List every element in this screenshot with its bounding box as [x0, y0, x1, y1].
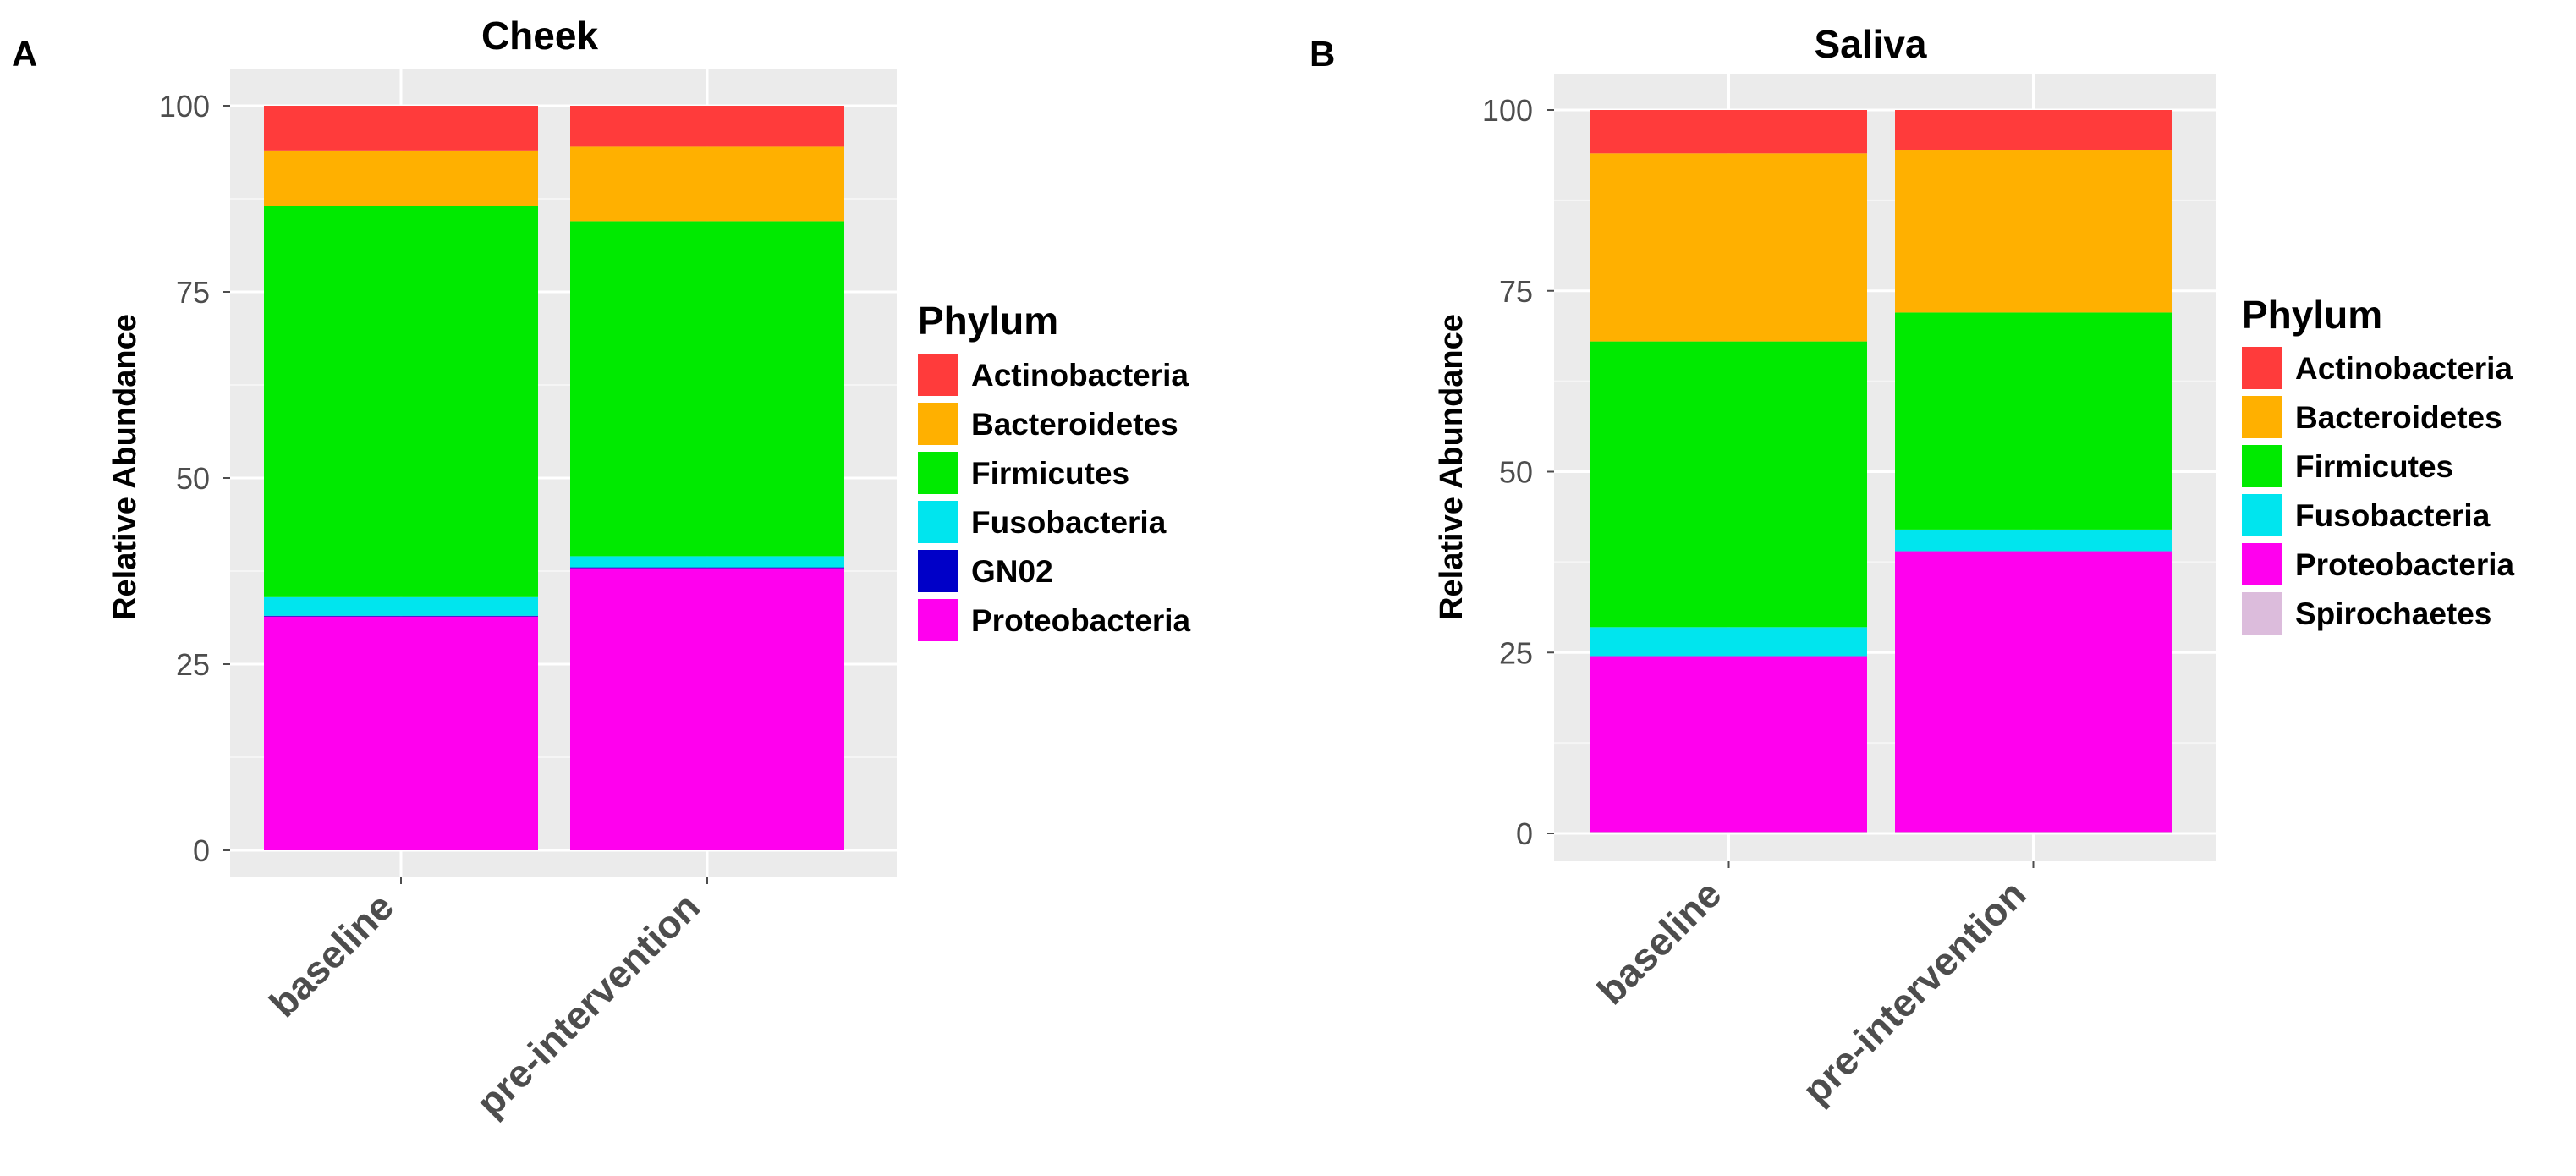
- bar-segment-fusobacteria: [1590, 627, 1867, 657]
- bar-segment-proteobacteria: [1895, 551, 2172, 833]
- bar-segment-actinobacteria: [264, 106, 538, 151]
- y-tick-label: 75: [176, 275, 210, 310]
- legend-swatch: [2242, 347, 2282, 389]
- x-tick-label: baseline: [261, 884, 402, 1025]
- legend-swatch: [918, 501, 958, 543]
- bar-segment-actinobacteria: [1895, 110, 2172, 151]
- legend-label: Actinobacteria: [2295, 351, 2513, 386]
- chart-title: Saliva: [1815, 22, 1927, 66]
- bar-segment-actinobacteria: [1590, 110, 1867, 154]
- legend-label: Proteobacteria: [971, 603, 1191, 638]
- legend-label: Firmicutes: [2295, 449, 2453, 484]
- legend-swatch: [2242, 494, 2282, 536]
- panel-letter: B: [1310, 34, 1335, 74]
- y-tick-label: 75: [1499, 274, 1533, 309]
- y-axis: 0 25 50 75 100: [1482, 93, 1554, 851]
- legend-swatch: [2242, 445, 2282, 487]
- legend-swatch: [918, 550, 958, 592]
- y-tick-label: 50: [176, 461, 210, 496]
- x-axis: baseline pre-intervention: [1589, 861, 2035, 1113]
- legend-label: Proteobacteria: [2295, 547, 2515, 582]
- bar-segment-firmicutes: [570, 221, 844, 557]
- bar-segment-fusobacteria: [570, 556, 844, 568]
- panel-cheek: A Cheek 0 25 50 75 100 baseline pre-intervent…: [12, 14, 1191, 1125]
- legend-label: Fusobacteria: [971, 505, 1167, 540]
- legend-swatch: [2242, 592, 2282, 635]
- bar-segment-proteobacteria: [264, 616, 538, 850]
- bar-segment-actinobacteria: [570, 106, 844, 147]
- x-tick-label: baseline: [1589, 871, 1730, 1013]
- bar-segment-firmicutes: [264, 206, 538, 597]
- legend-label: Fusobacteria: [2295, 498, 2491, 533]
- legend-label: GN02: [971, 554, 1053, 589]
- legend-label: Bacteroidetes: [971, 407, 1178, 442]
- legend-label: Actinobacteria: [971, 358, 1189, 393]
- x-tick-label: pre-intervention: [468, 884, 708, 1124]
- legend: Phylum Actinobacteria Bacteroidetes Firmic…: [918, 299, 1191, 641]
- x-axis: baseline pre-intervention: [261, 877, 708, 1125]
- legend-title: Phylum: [2242, 293, 2382, 337]
- bar-segment-fusobacteria: [1895, 529, 2172, 552]
- bar-segment-fusobacteria: [264, 596, 538, 616]
- legend-swatch: [2242, 543, 2282, 585]
- bar-segment-firmicutes: [1895, 312, 2172, 530]
- legend: Phylum Actinobacteria Bacteroidetes Firmic…: [2242, 293, 2515, 635]
- bar-segment-spirochaetes: [1895, 832, 2172, 833]
- y-axis-label: Relative Abundance: [1434, 314, 1469, 620]
- bar-segment-gn02: [264, 615, 538, 617]
- bar-segment-bacteroidetes: [264, 150, 538, 206]
- bars: [1590, 110, 2172, 833]
- y-tick-label: 0: [1516, 816, 1533, 851]
- legend-swatch: [918, 599, 958, 641]
- bars: [264, 106, 844, 850]
- chart-title: Cheek: [481, 14, 598, 58]
- panel-letter: A: [12, 34, 37, 74]
- x-tick-label: pre-intervention: [1793, 871, 2034, 1112]
- bar-segment-proteobacteria: [1590, 656, 1867, 833]
- y-tick-label: 100: [1482, 93, 1533, 128]
- bar-segment-proteobacteria: [570, 568, 844, 850]
- bar-segment-bacteroidetes: [1590, 153, 1867, 342]
- bar-segment-gn02: [570, 567, 844, 569]
- y-tick-label: 0: [193, 833, 210, 868]
- y-tick-label: 25: [1499, 635, 1533, 670]
- bar-segment-spirochaetes: [1590, 832, 1867, 833]
- bar-segment-firmicutes: [1590, 341, 1867, 628]
- legend-swatch: [918, 452, 958, 494]
- y-axis-label: Relative Abundance: [107, 314, 143, 620]
- legend-swatch: [918, 354, 958, 396]
- y-axis: 0 25 50 75 100: [159, 89, 230, 868]
- legend-label: Bacteroidetes: [2295, 400, 2502, 435]
- legend-label: Firmicutes: [971, 456, 1129, 491]
- legend-swatch: [2242, 396, 2282, 438]
- legend-swatch: [918, 403, 958, 445]
- bar-segment-bacteroidetes: [1895, 150, 2172, 313]
- panel-saliva: B Saliva 0 25 50 75 100 baseline pre-interven…: [1310, 22, 2515, 1113]
- y-tick-label: 100: [159, 89, 210, 124]
- y-tick-label: 25: [176, 647, 210, 682]
- y-tick-label: 50: [1499, 455, 1533, 490]
- bar-segment-bacteroidetes: [570, 146, 844, 222]
- legend-title: Phylum: [918, 299, 1058, 343]
- legend-label: Spirochaetes: [2295, 596, 2491, 631]
